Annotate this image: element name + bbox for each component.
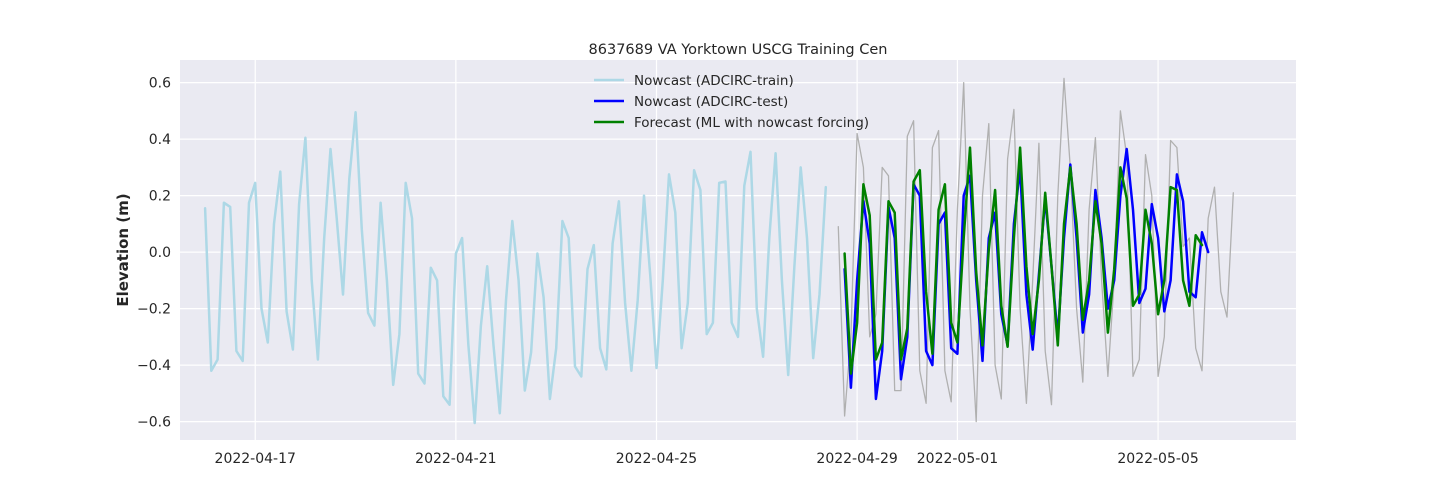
y-tick-label-5: −0.4	[137, 358, 171, 374]
x-tick-label-2: 2022-04-25	[616, 451, 697, 467]
x-tick-label-5: 2022-05-05	[1117, 451, 1198, 467]
y-tick-label-6: −0.6	[137, 415, 171, 431]
legend-label-0: Nowcast (ADCIRC-train)	[634, 73, 794, 89]
y-tick-label-4: −0.2	[137, 302, 171, 318]
series-layer	[203, 77, 1234, 425]
x-tick-label-1: 2022-04-21	[415, 451, 496, 467]
legend-label-1: Nowcast (ADCIRC-test)	[634, 94, 788, 110]
y-axis-label: Elevation (m)	[114, 193, 132, 306]
x-tick-labels: 2022-04-17 2022-04-21 2022-04-25 2022-04-29…	[215, 451, 1199, 467]
y-tick-label-1: 0.4	[149, 132, 171, 148]
series-line-2	[843, 147, 1210, 401]
y-tick-labels: 0.6 0.4 0.2 0.0 −0.2 −0.4 −0.6	[137, 76, 171, 431]
series-line-3	[843, 146, 1204, 375]
plot-background	[180, 60, 1296, 440]
y-tick-label-0: 0.6	[149, 76, 171, 92]
legend-label-2: Forecast (ML with nowcast forcing)	[634, 115, 869, 131]
series-line-0	[203, 111, 828, 425]
y-tick-label-3: 0.0	[149, 245, 171, 261]
legend: Nowcast (ADCIRC-train) Nowcast (ADCIRC-te…	[594, 73, 869, 131]
x-tick-label-0: 2022-04-17	[215, 451, 296, 467]
x-tick-label-3: 2022-04-29	[816, 451, 897, 467]
x-tick-label-4: 2022-05-01	[917, 451, 998, 467]
chart-title: 8637689 VA Yorktown USCG Training Cen	[589, 42, 888, 58]
y-tick-label-2: 0.2	[149, 189, 171, 205]
